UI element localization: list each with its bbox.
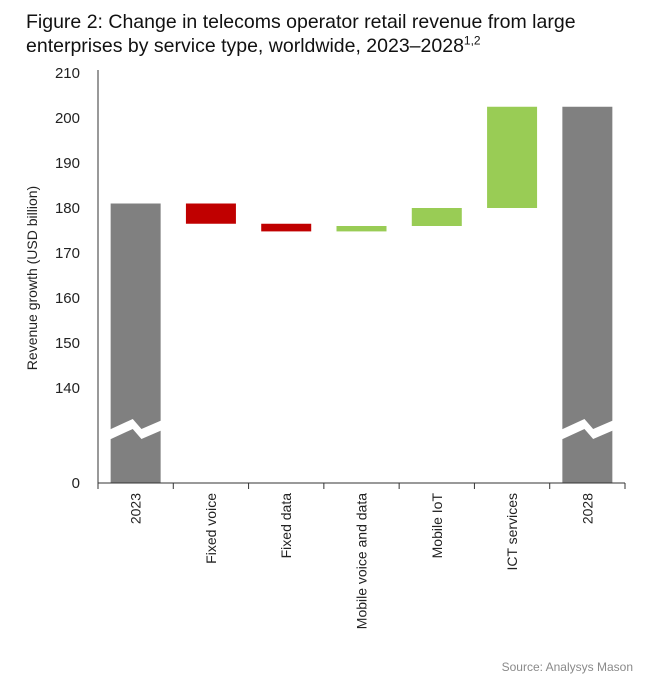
source-note: Source: Analysys Mason (501, 660, 633, 674)
y-axis-label: Revenue growth (USD billion) (24, 186, 40, 370)
bar-fixed-voice (185, 203, 236, 224)
y-tick-label: 150 (55, 335, 80, 352)
y-tick-label: 140 (55, 380, 80, 397)
axes-layer (97, 70, 626, 489)
y-tick-label: 210 (55, 65, 80, 82)
x-tick-label: Mobile IoT (429, 493, 445, 559)
bar-mobile-voice-and-data (336, 226, 387, 232)
x-tick-label: Fixed data (278, 493, 294, 559)
x-tick-label: Fixed voice (203, 493, 219, 564)
chart-title: Figure 2: Change in telecoms operator re… (26, 10, 636, 58)
bar-fixed-data (261, 223, 312, 232)
y-tick-label: 170 (55, 245, 80, 262)
x-tick-label: Mobile voice and data (354, 493, 370, 629)
x-tick-label: ICT services (504, 493, 520, 571)
x-tick-label: 2028 (579, 493, 595, 524)
y-tick-label: 180 (55, 200, 80, 217)
axis-break-marker (558, 419, 617, 441)
y-tick-label: 0 (72, 475, 80, 492)
x-tick-label: 2023 (128, 493, 144, 524)
y-tick-label: 200 (55, 110, 80, 127)
bar-2028 (562, 106, 613, 483)
bars-layer (106, 106, 617, 483)
bar-ict-services (487, 106, 538, 208)
chart-title-superscript: 1,2 (463, 33, 481, 48)
chart-title-text: Figure 2: Change in telecoms operator re… (26, 11, 576, 57)
axis-break-marker (106, 419, 165, 441)
labels-layer: 0 140 150 160 170 180 190 200 210 Revenue growth … (24, 65, 595, 629)
bar-mobile-iot (411, 208, 462, 226)
y-tick-label: 160 (55, 290, 80, 307)
y-tick-label: 190 (55, 155, 80, 172)
bar-2023 (110, 203, 161, 483)
